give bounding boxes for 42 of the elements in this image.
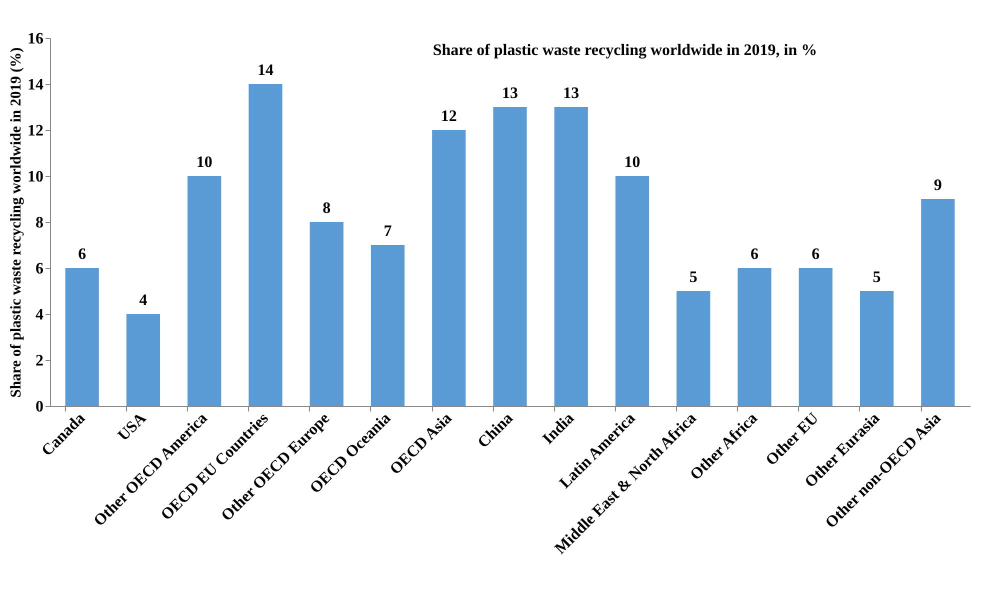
bar — [921, 199, 955, 406]
y-tick-label: 12 — [28, 122, 44, 140]
y-tick-label: 6 — [36, 260, 44, 278]
x-tick-label: USA — [114, 410, 150, 444]
bar — [615, 176, 650, 406]
data-label: 9 — [934, 177, 942, 194]
bar — [493, 107, 527, 406]
y-tick-label: 10 — [28, 168, 44, 186]
y-tick-label: 16 — [28, 30, 44, 48]
data-label: 10 — [624, 154, 640, 171]
data-label: 6 — [750, 246, 759, 263]
data-label: 12 — [440, 108, 457, 125]
bar — [370, 245, 405, 406]
bar — [126, 314, 160, 406]
data-label: 6 — [812, 246, 820, 263]
data-label: 7 — [384, 223, 392, 240]
y-tick-label: 8 — [36, 214, 44, 232]
data-label: 13 — [563, 85, 580, 102]
data-label: 8 — [322, 200, 331, 217]
y-tick-label: 0 — [36, 398, 44, 416]
data-label: 10 — [196, 154, 212, 171]
bar — [676, 291, 710, 406]
data-label: 14 — [257, 62, 274, 79]
data-label: 6 — [78, 246, 86, 263]
bar — [248, 84, 282, 406]
bar — [738, 268, 772, 406]
chart-title: Share of plastic waste recycling worldwide in 2019, in % — [432, 42, 818, 59]
bar — [310, 222, 344, 406]
data-label: 13 — [502, 85, 518, 102]
y-axis-title: Share of plastic waste recycling worldwide in 2019 (%) — [8, 47, 24, 398]
y-tick-label: 4 — [36, 306, 44, 324]
y-tick-label: 2 — [36, 352, 44, 370]
bar — [554, 107, 588, 406]
bar — [860, 291, 894, 406]
bar — [432, 130, 466, 406]
bar — [188, 176, 222, 406]
data-label: 4 — [139, 292, 148, 309]
bar — [798, 268, 832, 406]
bar — [65, 268, 99, 406]
data-label: 5 — [689, 269, 698, 286]
data-label: 5 — [872, 269, 881, 286]
y-tick-label: 14 — [28, 76, 44, 94]
